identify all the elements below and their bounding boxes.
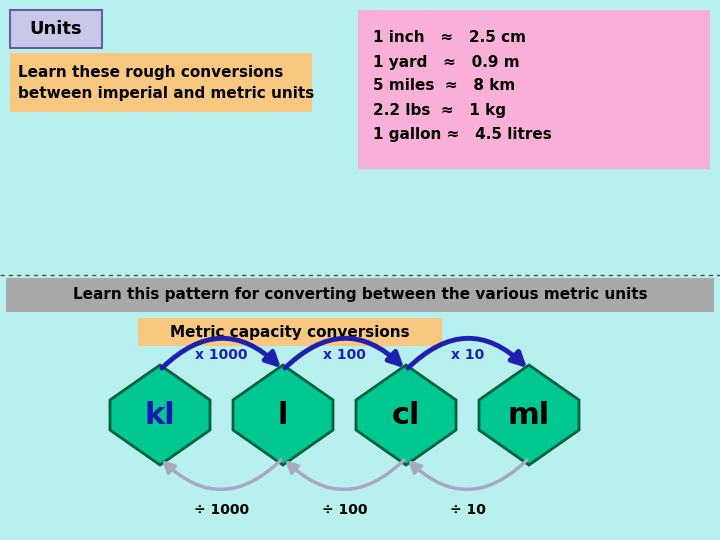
Polygon shape [110, 365, 210, 465]
Text: x 10: x 10 [451, 348, 484, 362]
FancyBboxPatch shape [358, 10, 710, 169]
Text: Learn these rough conversions
between imperial and metric units: Learn these rough conversions between im… [18, 65, 314, 101]
Text: ÷ 10: ÷ 10 [449, 503, 485, 517]
Text: ÷ 100: ÷ 100 [322, 503, 367, 517]
Text: Metric capacity conversions: Metric capacity conversions [170, 325, 410, 340]
FancyBboxPatch shape [10, 53, 312, 112]
Text: l: l [278, 401, 288, 429]
Polygon shape [479, 365, 579, 465]
Text: kl: kl [145, 401, 176, 429]
FancyBboxPatch shape [138, 318, 442, 346]
Text: Learn this pattern for converting between the various metric units: Learn this pattern for converting betwee… [73, 287, 647, 302]
Polygon shape [356, 365, 456, 465]
FancyBboxPatch shape [6, 278, 714, 312]
FancyBboxPatch shape [10, 10, 102, 48]
Text: x 100: x 100 [323, 348, 366, 362]
Text: 1 inch   ≈   2.5 cm: 1 inch ≈ 2.5 cm [373, 30, 526, 45]
Polygon shape [233, 365, 333, 465]
Text: 1 gallon ≈   4.5 litres: 1 gallon ≈ 4.5 litres [373, 127, 552, 143]
Text: Units: Units [30, 20, 82, 38]
Text: 2.2 lbs  ≈   1 kg: 2.2 lbs ≈ 1 kg [373, 103, 506, 118]
Text: ÷ 1000: ÷ 1000 [194, 503, 249, 517]
Text: cl: cl [392, 401, 420, 429]
Text: 5 miles  ≈   8 km: 5 miles ≈ 8 km [373, 78, 516, 93]
Text: ml: ml [508, 401, 550, 429]
Text: x 1000: x 1000 [195, 348, 248, 362]
Text: 1 yard   ≈   0.9 m: 1 yard ≈ 0.9 m [373, 55, 520, 70]
